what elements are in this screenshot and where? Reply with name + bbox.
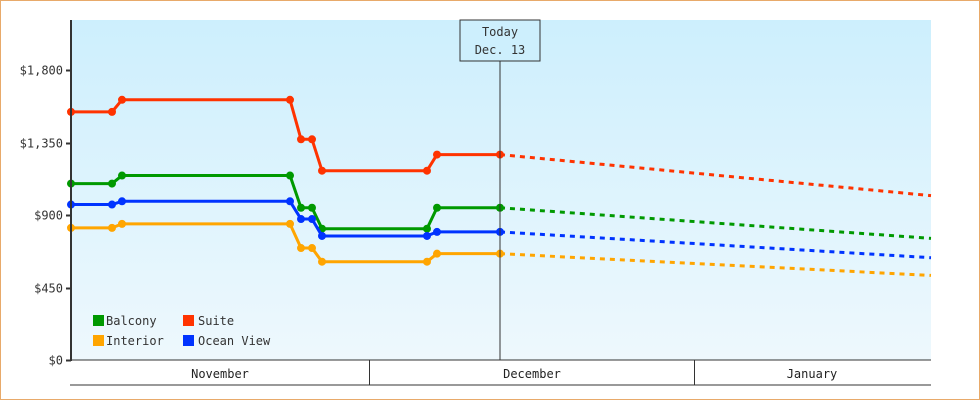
data-point-marker[interactable] [118, 219, 126, 228]
data-point-marker[interactable] [433, 227, 441, 236]
data-point-marker[interactable] [118, 95, 126, 104]
data-point-marker[interactable] [308, 203, 316, 212]
y-tick-label: $450 [34, 282, 63, 296]
series-balcony [67, 171, 932, 240]
data-point-marker[interactable] [108, 107, 116, 116]
series-suite [67, 95, 932, 198]
legend-label-balcony: Balcony [106, 314, 157, 328]
legend: Balcony Suite Interior Ocean View [93, 314, 271, 348]
actual-price-line [71, 174, 500, 231]
legend-swatch-interior [93, 335, 104, 346]
data-point-marker[interactable] [297, 203, 305, 212]
data-point-marker[interactable] [286, 95, 294, 104]
forecast-price-line [499, 252, 932, 277]
data-point-marker[interactable] [318, 231, 326, 240]
data-point-marker[interactable] [108, 223, 116, 232]
legend-label-interior: Interior [106, 334, 164, 348]
today-date: Dec. 13 [475, 43, 526, 57]
data-point-marker[interactable] [286, 197, 294, 206]
month-label-january: January [787, 367, 838, 381]
data-point-marker[interactable] [297, 135, 305, 144]
legend-swatch-balcony [93, 315, 104, 326]
legend-label-ocean-view: Ocean View [198, 334, 271, 348]
forecast-price-line [499, 230, 932, 260]
forecast-price-line [499, 206, 932, 240]
data-point-marker[interactable] [108, 179, 116, 188]
data-point-marker[interactable] [423, 231, 431, 240]
today-label: Today [482, 25, 518, 39]
data-point-marker[interactable] [286, 219, 294, 228]
forecast-price-line [499, 153, 932, 198]
data-point-marker[interactable] [308, 215, 316, 224]
actual-price-line [71, 222, 500, 264]
y-axis-ticks: $0 $450 $900 $1,350 $1,800 [20, 64, 71, 368]
data-point-marker[interactable] [318, 257, 326, 266]
data-point-marker[interactable] [286, 171, 294, 180]
data-point-marker[interactable] [423, 166, 431, 175]
data-point-marker[interactable] [308, 244, 316, 253]
month-label-december: December [503, 367, 561, 381]
data-point-marker[interactable] [297, 244, 305, 253]
actual-price-line [71, 98, 500, 173]
legend-swatch-ocean-view [183, 335, 194, 346]
today-box [459, 19, 541, 62]
y-tick-label: $0 [49, 354, 63, 368]
plot-area [71, 20, 931, 360]
data-point-marker[interactable] [423, 257, 431, 266]
data-point-marker[interactable] [433, 203, 441, 212]
series-layer [67, 95, 932, 277]
data-point-marker[interactable] [118, 197, 126, 206]
legend-label-suite: Suite [198, 314, 234, 328]
y-tick-label: $1,800 [20, 64, 63, 78]
data-point-marker[interactable] [297, 215, 305, 224]
actual-price-line [71, 199, 500, 238]
data-point-marker[interactable] [318, 166, 326, 175]
data-point-marker[interactable] [308, 135, 316, 144]
legend-swatch-suite [183, 315, 194, 326]
data-point-marker[interactable] [433, 249, 441, 258]
series-ocean-view [67, 197, 932, 260]
data-point-marker[interactable] [433, 150, 441, 159]
y-tick-label: $1,350 [20, 137, 63, 151]
month-label-november: November [191, 367, 249, 381]
data-point-marker[interactable] [118, 171, 126, 180]
data-point-marker[interactable] [108, 200, 116, 209]
y-tick-label: $900 [34, 209, 63, 223]
data-point-marker[interactable] [423, 224, 431, 233]
